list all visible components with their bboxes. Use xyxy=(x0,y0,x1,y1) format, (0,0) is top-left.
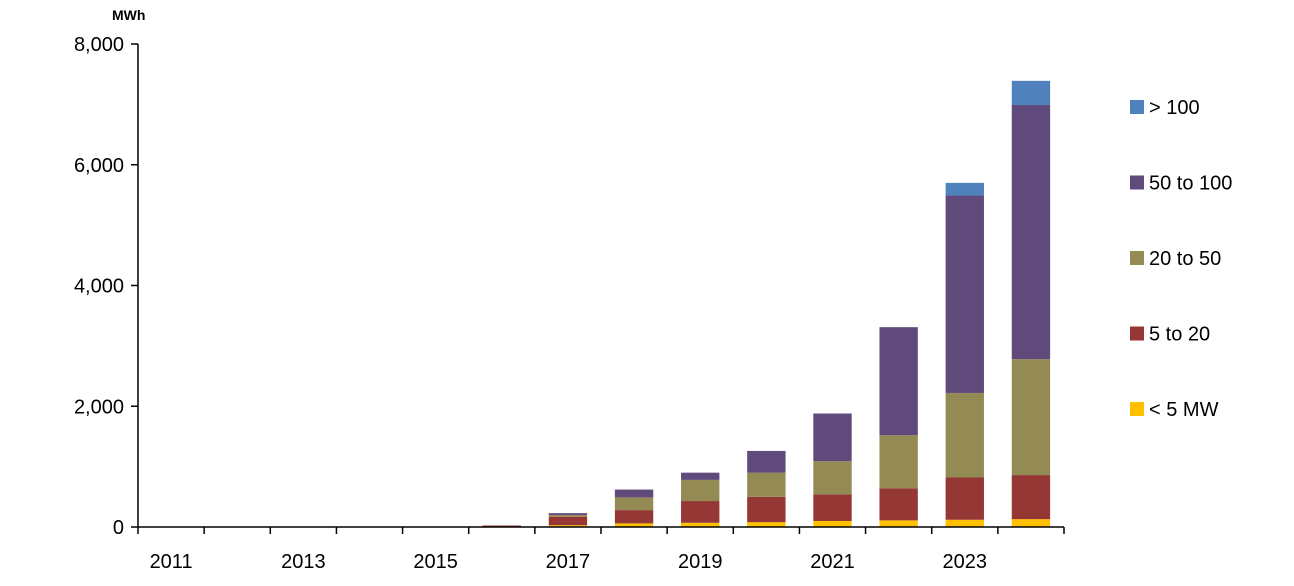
bar-segment-2021-series-1 xyxy=(813,494,852,521)
x-tick-label: 2011 xyxy=(150,551,193,573)
bar-segment-2023-series-3 xyxy=(945,195,984,393)
bar-segment-2017-series-2 xyxy=(548,514,588,517)
bar-segment-2020-series-2 xyxy=(747,472,786,497)
x-tick-label: 2015 xyxy=(413,551,458,573)
legend-swatch xyxy=(1130,326,1144,341)
bar-segment-2023-series-2 xyxy=(945,392,984,478)
bar-segment-2022-series-3 xyxy=(879,327,918,436)
bar-segment-2019-series-2 xyxy=(681,479,720,502)
x-tick-label: 2023 xyxy=(943,551,988,573)
bar-segment-2019-series-1 xyxy=(681,501,720,523)
x-tick-label: 2021 xyxy=(810,551,855,573)
bar-segment-2019-series-3 xyxy=(681,472,720,480)
legend-label: > 100 xyxy=(1149,97,1200,119)
bar-segment-2022-series-0 xyxy=(879,520,918,527)
bar-segment-2018-series-2 xyxy=(614,497,654,511)
x-tick-label: 2017 xyxy=(546,551,591,573)
x-tick-label: 2013 xyxy=(281,551,326,573)
y-tick-label: 2,000 xyxy=(74,396,124,418)
bar-segment-2020-series-3 xyxy=(747,450,786,473)
x-axis-ticks: 2011 2013 2015 2017 2019 2021 2023 xyxy=(137,527,1065,573)
bar-segment-2023-series-1 xyxy=(945,477,984,520)
bar-segment-2020-series-0 xyxy=(747,522,786,527)
bar-segment-2018-series-3 xyxy=(614,489,654,498)
y-axis-unit: MWh xyxy=(112,7,145,23)
bar-segment-2024-series-3 xyxy=(1011,104,1051,360)
bar-segment-2021-series-0 xyxy=(813,520,852,527)
bar-segment-2021-series-3 xyxy=(813,413,852,462)
y-tick-label: 0 xyxy=(113,517,124,539)
legend-label: < 5 MW xyxy=(1149,399,1219,421)
legend-swatch xyxy=(1130,175,1144,190)
bar-segment-2018-series-0 xyxy=(614,523,654,527)
bar-segment-2017-series-3 xyxy=(548,513,588,515)
bar-segment-2023-series-0 xyxy=(945,519,984,527)
bar-segment-2024-series-4 xyxy=(1011,80,1051,105)
bar-segment-2019-series-0 xyxy=(681,522,720,527)
bar-segment-2022-series-2 xyxy=(879,435,918,489)
y-axis-ticks: 0 2,000 4,000 6,000 8,000 xyxy=(74,34,138,539)
legend-swatch xyxy=(1130,402,1144,416)
bar-segment-2024-series-2 xyxy=(1011,359,1051,476)
bar-segment-2016-series-1 xyxy=(482,525,521,527)
bar-segment-2021-series-2 xyxy=(813,461,852,495)
legend-label: 20 to 50 xyxy=(1149,248,1221,270)
bar-segment-2022-series-1 xyxy=(879,488,918,521)
legend-swatch xyxy=(1130,251,1144,265)
bar-segment-2017-series-1 xyxy=(548,516,588,526)
y-tick-label: 8,000 xyxy=(74,34,124,56)
legend: > 100 50 to 100 20 to 50 5 to 20 < 5 MW xyxy=(1130,97,1232,421)
legend-label: 50 to 100 xyxy=(1149,173,1232,195)
bar-segment-2023-series-4 xyxy=(945,182,984,196)
bar-area xyxy=(482,80,1051,528)
bar-segment-2024-series-1 xyxy=(1011,475,1051,520)
x-tick-label: 2019 xyxy=(678,551,723,573)
bar-segment-2020-series-1 xyxy=(747,496,786,523)
legend-label: 5 to 20 xyxy=(1149,324,1210,346)
bar-segment-2017-series-0 xyxy=(548,525,588,527)
bar-segment-2024-series-0 xyxy=(1011,519,1051,527)
y-tick-label: 4,000 xyxy=(74,276,124,298)
y-tick-label: 6,000 xyxy=(74,155,124,177)
legend-swatch xyxy=(1130,100,1144,114)
bar-segment-2018-series-1 xyxy=(614,510,654,524)
